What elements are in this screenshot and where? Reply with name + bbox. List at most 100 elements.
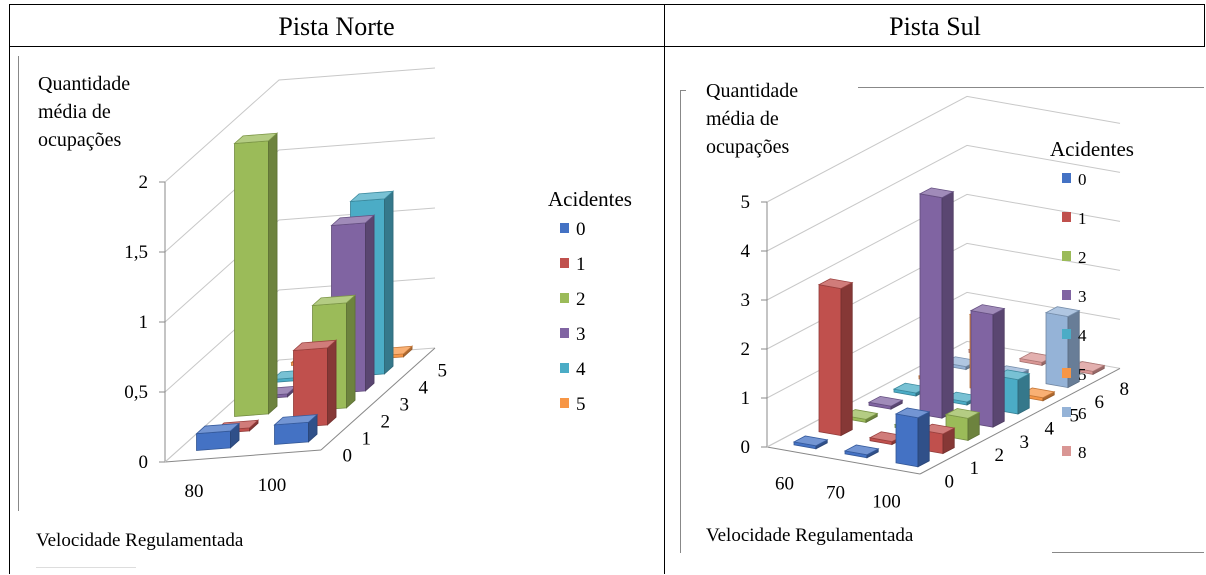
y-axis-title: ocupações <box>706 136 790 158</box>
depth-tick-label: 4 <box>1045 419 1055 440</box>
bar-side <box>327 339 337 426</box>
depth-tick-label: 6 <box>1095 392 1105 413</box>
bar-side <box>992 307 1005 428</box>
legend-title: Acidentes <box>1050 137 1134 161</box>
legend-label: 8 <box>1078 443 1087 462</box>
bar-top <box>349 190 395 202</box>
chart-frame-top-south <box>858 87 1204 88</box>
bar-front <box>234 140 269 417</box>
table-left-border <box>9 4 10 574</box>
table-header-border <box>9 46 1205 47</box>
depth-axis <box>919 367 1121 475</box>
bar-side <box>1017 373 1030 415</box>
bar-top <box>944 408 981 419</box>
y-tick-label: 0,5 <box>124 382 148 403</box>
panel-title-south: Pista Sul <box>889 12 981 41</box>
legend-swatch <box>560 363 569 373</box>
y-tick-label: 5 <box>741 192 751 213</box>
depth-tick-label: 3 <box>400 395 410 416</box>
legend-label: 4 <box>576 359 586 380</box>
bar-top <box>311 294 357 306</box>
y-tick-label: 2 <box>741 339 751 360</box>
chart-frame-top-south-left <box>680 90 686 91</box>
chart-frame-bottom-south <box>1052 552 1204 553</box>
depth-tick-label: 1 <box>362 429 372 450</box>
legend-swatch <box>1062 446 1071 456</box>
chart-frame-left-south <box>680 90 681 553</box>
bar-top <box>792 435 829 447</box>
legend-swatch <box>1062 173 1071 183</box>
bar <box>292 339 338 428</box>
legend-swatch <box>560 293 569 303</box>
bar-top <box>969 304 1006 315</box>
x-axis <box>766 446 921 475</box>
y-tick-label: 1 <box>741 388 751 409</box>
bar-top <box>195 422 241 435</box>
chart-frame-left-north <box>18 56 19 511</box>
legend-swatch <box>1062 290 1071 300</box>
y-tick-label: 2 <box>139 172 149 193</box>
legend-label: 0 <box>1078 170 1087 189</box>
bar-top <box>918 187 955 199</box>
x-tick-label: 80 <box>185 481 204 502</box>
bar-front <box>274 421 309 445</box>
legend-label: 1 <box>576 254 586 275</box>
legend-title: Acidentes <box>548 187 632 211</box>
table-top-border <box>9 4 1205 5</box>
y-tick-label: 4 <box>741 241 751 262</box>
legend-label: 6 <box>1078 404 1087 423</box>
x-tick-label: 100 <box>258 475 287 496</box>
legend-swatch <box>1062 329 1071 339</box>
bar-top <box>843 444 880 456</box>
depth-axis <box>320 347 436 451</box>
gridline <box>164 137 436 253</box>
y-axis-title: média de <box>706 108 779 130</box>
legend-swatch <box>560 398 569 408</box>
gridline <box>766 144 1121 252</box>
depth-tick-label: 1 <box>970 458 980 479</box>
legend-swatch <box>1062 407 1071 417</box>
bar-side <box>941 191 954 419</box>
gridline <box>164 207 436 323</box>
bar-front <box>818 284 842 437</box>
y-tick-label: 3 <box>741 290 751 311</box>
y-axis-title: média de <box>38 101 111 123</box>
legend-label: 0 <box>576 219 586 240</box>
legend-label: 4 <box>1078 326 1087 345</box>
depth-tick-label: 0 <box>343 446 353 467</box>
gridline <box>164 67 436 183</box>
chart-frame-bottom-north <box>36 567 136 568</box>
bar <box>918 187 955 419</box>
depth-tick-label: 4 <box>419 378 429 399</box>
bar-side <box>268 132 278 415</box>
legend-label: 3 <box>1078 287 1087 306</box>
bar-side <box>384 190 394 375</box>
bar-top <box>233 132 279 144</box>
bar <box>195 422 241 451</box>
bar-top <box>894 407 931 419</box>
bar-top <box>330 214 376 226</box>
bar-top <box>292 339 338 351</box>
depth-tick-label: 3 <box>1020 432 1030 453</box>
legend-label: 1 <box>1078 209 1087 228</box>
legend-swatch <box>1062 251 1071 261</box>
bar-side <box>365 214 375 392</box>
bar-side <box>346 294 356 409</box>
bar-front <box>895 413 919 468</box>
y-tick-label: 0 <box>741 437 751 458</box>
x-tick-label: 70 <box>826 483 845 504</box>
y-axis-title: Quantidade <box>38 73 130 95</box>
bar <box>233 132 279 417</box>
y-axis-title: ocupações <box>38 129 122 151</box>
bar <box>817 278 854 437</box>
depth-tick-label: 0 <box>945 471 955 492</box>
depth-tick-label: 5 <box>438 361 448 382</box>
bar-top <box>817 278 854 290</box>
bar-top <box>273 414 319 426</box>
bar <box>867 395 904 410</box>
x-tick-label: 100 <box>872 492 901 513</box>
bar <box>792 435 829 450</box>
legend-label: 2 <box>1078 248 1087 267</box>
bar <box>894 407 931 468</box>
